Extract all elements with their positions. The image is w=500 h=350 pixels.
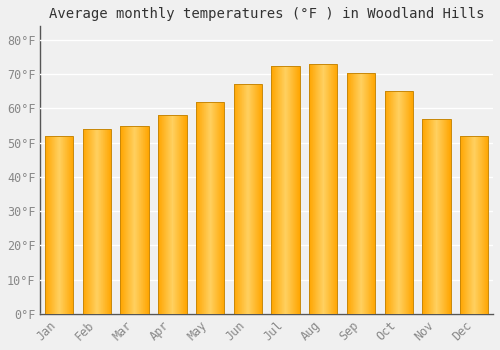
Bar <box>120 126 149 314</box>
Bar <box>234 84 262 314</box>
Bar <box>272 66 299 314</box>
Bar <box>309 64 338 314</box>
Bar <box>196 102 224 314</box>
Bar <box>460 136 488 314</box>
Title: Average monthly temperatures (°F ) in Woodland Hills: Average monthly temperatures (°F ) in Wo… <box>49 7 484 21</box>
Bar <box>384 91 413 314</box>
Bar <box>158 115 186 314</box>
Bar <box>45 136 74 314</box>
Bar <box>347 72 375 314</box>
Bar <box>422 119 450 314</box>
Bar <box>83 129 111 314</box>
